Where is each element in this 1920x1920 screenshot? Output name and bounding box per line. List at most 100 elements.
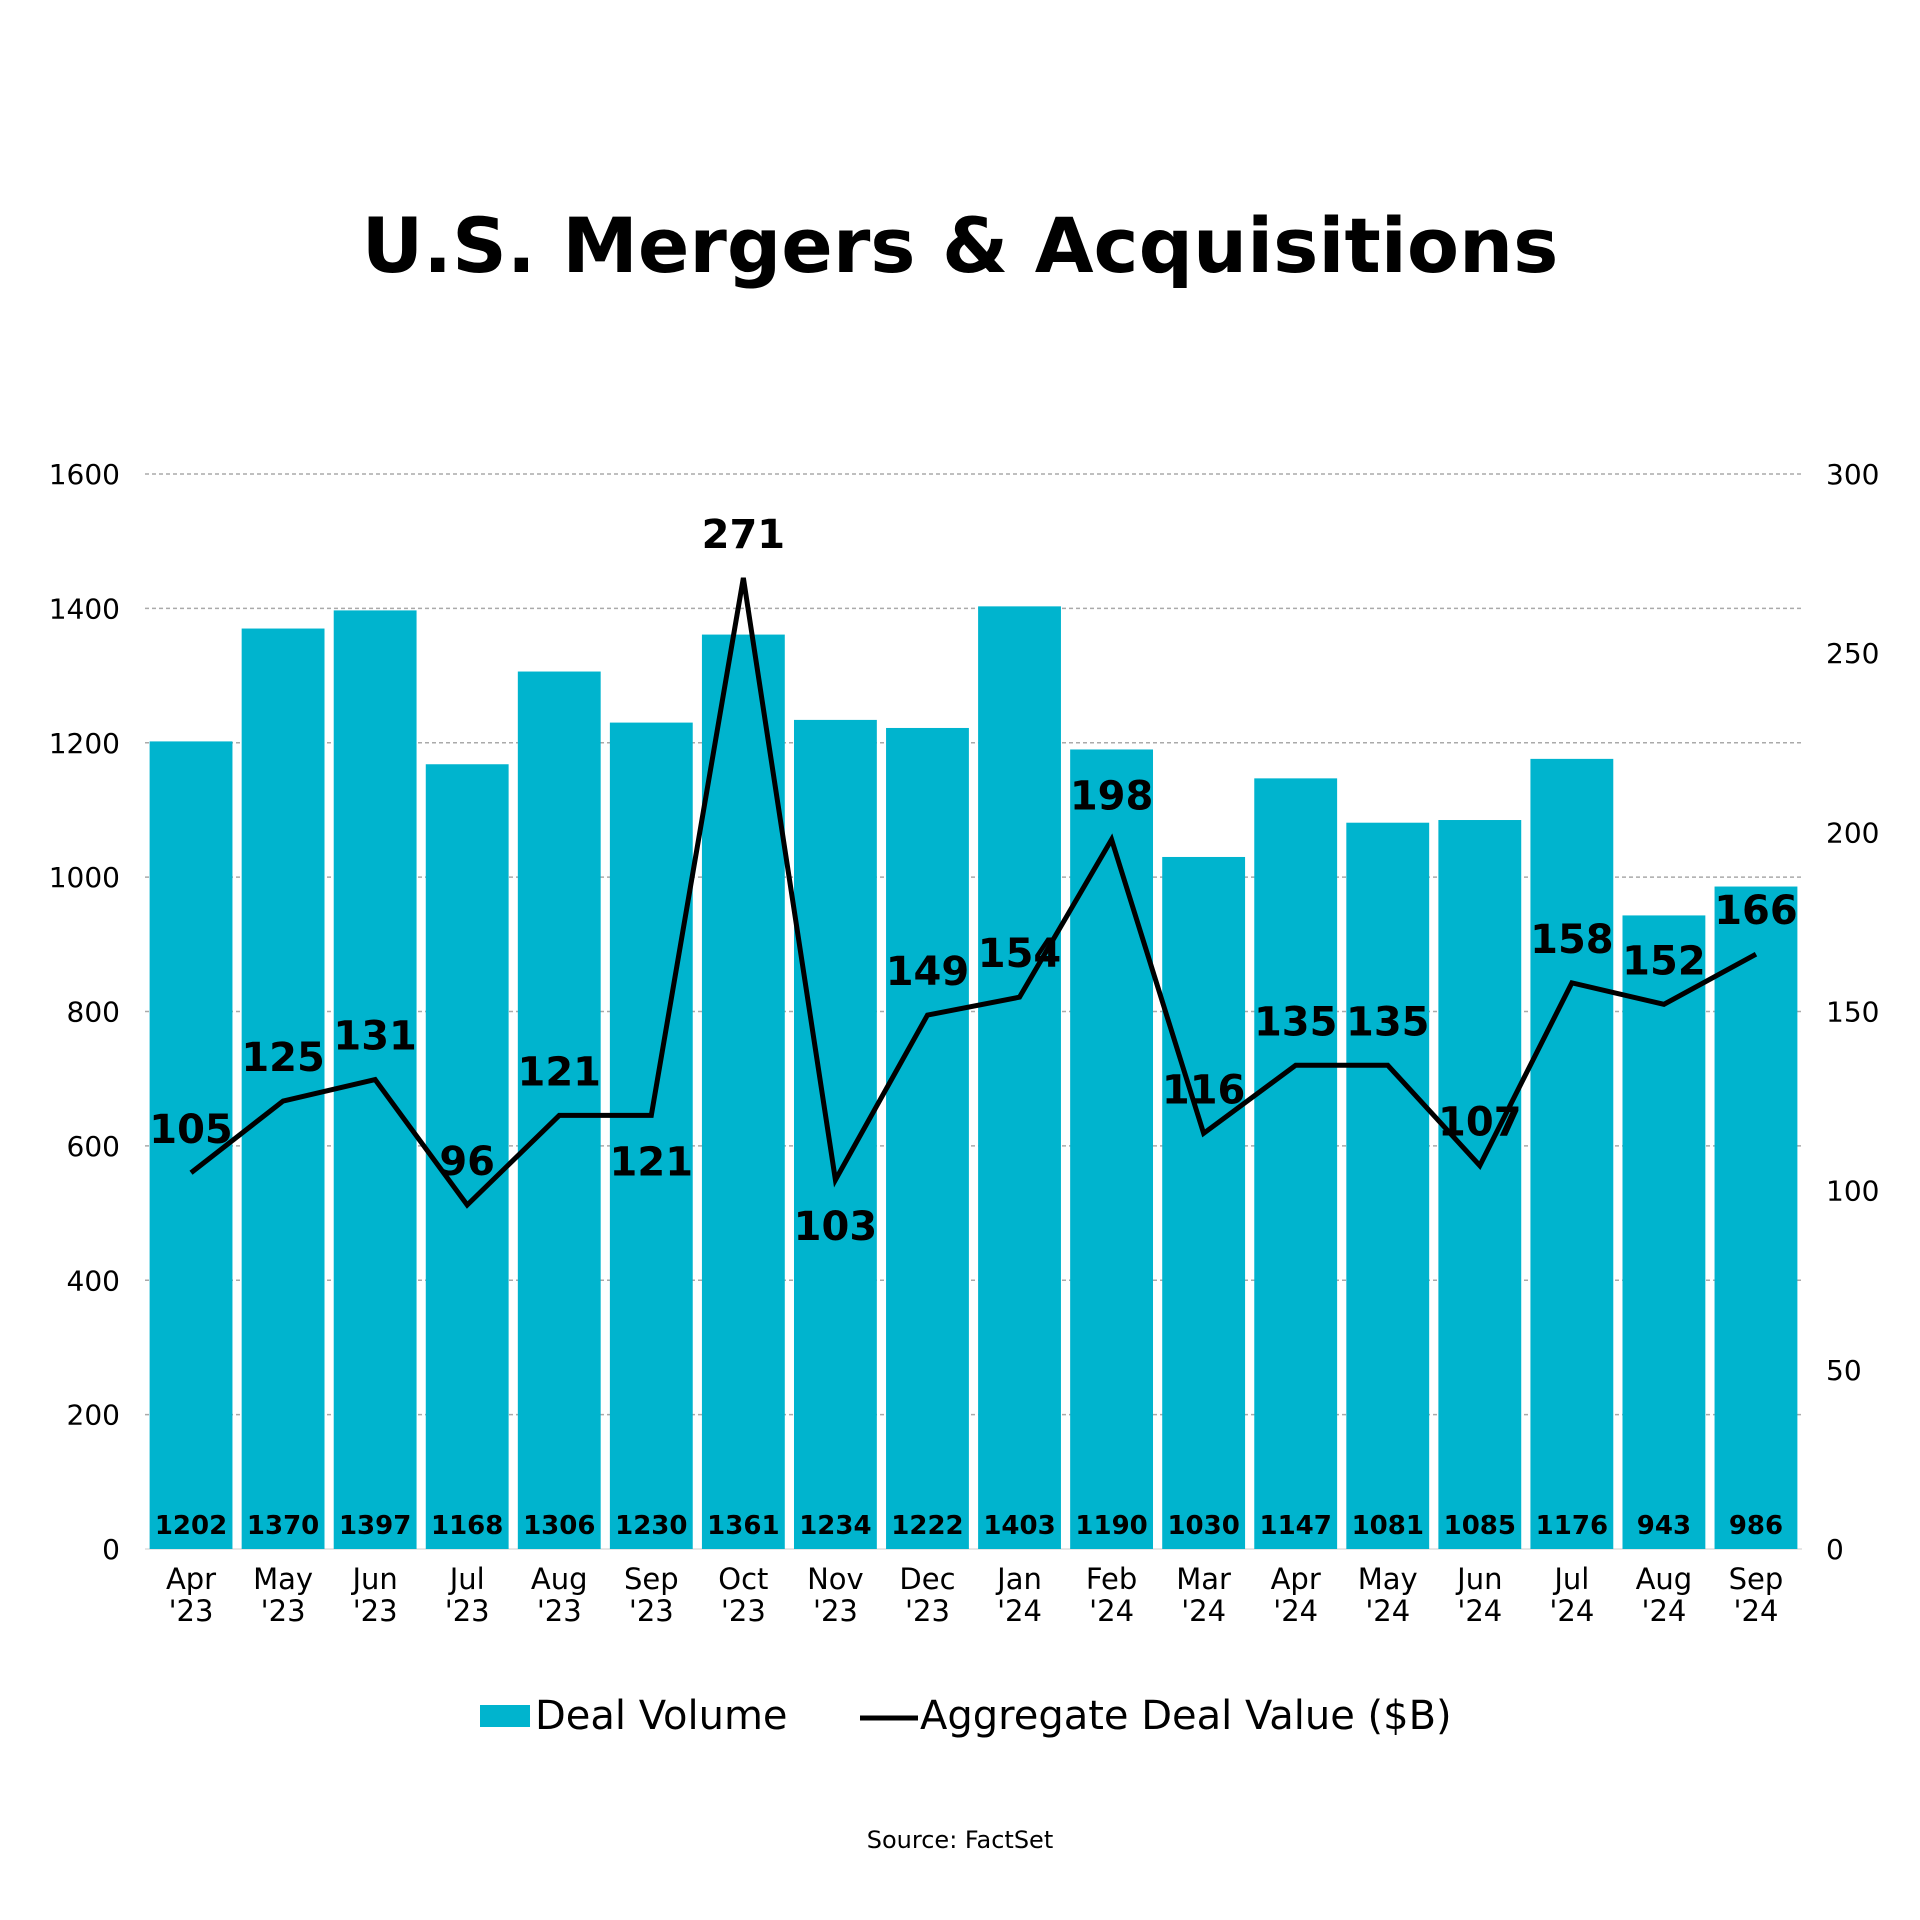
bar	[793, 719, 877, 1549]
line-value-label: 116	[1162, 1067, 1246, 1113]
line-value-label: 125	[241, 1035, 325, 1081]
line-value-label: 105	[149, 1107, 233, 1153]
bar-value-label: 1030	[1167, 1511, 1239, 1541]
line-value-label: 131	[333, 1014, 417, 1060]
x-tick-year: '23	[261, 1594, 306, 1628]
bar	[978, 606, 1061, 1549]
right-axis-tick: 100	[1826, 1175, 1879, 1208]
x-tick-month: Jun	[1455, 1562, 1502, 1596]
x-tick-year: '23	[721, 1594, 766, 1628]
x-tick-year: '24	[1089, 1594, 1134, 1628]
right-axis-tick: 250	[1826, 637, 1879, 670]
bar-value-label: 1234	[799, 1511, 871, 1541]
chart-title: U.S. Mergers & Acquisitions	[362, 201, 1559, 290]
x-tick-month: May	[253, 1562, 313, 1596]
bar	[241, 628, 325, 1549]
bar-value-label: 1370	[247, 1511, 319, 1541]
bar-value-label: 1202	[155, 1511, 227, 1541]
line-value-label: 152	[1622, 938, 1706, 984]
x-tick-year: '24	[1734, 1594, 1779, 1628]
left-axis-tick: 600	[67, 1130, 120, 1163]
x-tick-year: '23	[445, 1594, 490, 1628]
bar	[1622, 915, 1706, 1549]
left-axis-tick: 0	[102, 1533, 120, 1566]
bar	[1438, 820, 1522, 1549]
bar-value-label: 1168	[431, 1511, 503, 1541]
x-tick-year: '23	[629, 1594, 674, 1628]
left-axis-tick: 200	[67, 1399, 120, 1432]
x-tick-month: Dec	[899, 1562, 955, 1596]
x-tick-month: Oct	[718, 1562, 768, 1596]
bar	[609, 722, 693, 1549]
line-value-label: 166	[1714, 888, 1798, 934]
line-value-label: 96	[439, 1139, 495, 1185]
left-axis-tick: 400	[67, 1264, 120, 1297]
bar-value-label: 1397	[339, 1511, 411, 1541]
line-value-label: 103	[794, 1204, 878, 1250]
x-tick-year: '24	[1457, 1594, 1502, 1628]
right-axis-tick: 50	[1826, 1354, 1862, 1387]
bar-value-label: 1190	[1075, 1511, 1147, 1541]
x-tick-year: '24	[1549, 1594, 1594, 1628]
x-tick-month: Sep	[1729, 1562, 1784, 1596]
x-tick-month: Jul	[448, 1562, 485, 1596]
x-tick-month: Sep	[624, 1562, 679, 1596]
value-line	[189, 577, 1758, 1209]
legend-label-deal-value: Aggregate Deal Value ($B)	[920, 1693, 1452, 1739]
left-axis-tick: 1200	[49, 727, 120, 760]
left-axis-tick: 1000	[49, 861, 120, 894]
line-value-label: 149	[886, 949, 970, 995]
x-tick-month: Jun	[350, 1562, 397, 1596]
bar-value-label: 1147	[1260, 1511, 1332, 1541]
bar-value-label: 1230	[615, 1511, 687, 1541]
x-tick-month: Jul	[1552, 1562, 1589, 1596]
x-tick-month: May	[1358, 1562, 1418, 1596]
bar-value-label: 986	[1729, 1511, 1783, 1541]
x-tick-year: '24	[1181, 1594, 1226, 1628]
right-axis-tick: 0	[1826, 1533, 1844, 1566]
line-value-label: 198	[1070, 774, 1154, 820]
bar	[886, 727, 969, 1549]
bar	[149, 741, 233, 1549]
right-axis-tick: 150	[1826, 996, 1879, 1029]
x-tick-month: Aug	[1636, 1562, 1693, 1596]
bar	[1714, 886, 1798, 1549]
line-value-label: 158	[1530, 917, 1614, 963]
bar	[517, 671, 601, 1549]
right-axis-tick: 200	[1826, 816, 1879, 849]
line-value-label: 121	[518, 1049, 602, 1095]
x-tick-year: '23	[813, 1594, 858, 1628]
x-tick-year: '23	[169, 1594, 214, 1628]
line-value-label: 107	[1438, 1100, 1522, 1146]
x-tick-year: '23	[905, 1594, 950, 1628]
bar-value-label: 1306	[523, 1511, 595, 1541]
line-value-label: 154	[978, 931, 1062, 977]
bar	[1070, 749, 1154, 1549]
line-value-label: 271	[702, 512, 786, 558]
x-tick-month: Jan	[995, 1562, 1042, 1596]
bar	[1346, 822, 1430, 1549]
line-value-label: 135	[1346, 999, 1430, 1045]
legend-swatch-deal-volume	[480, 1705, 530, 1727]
bar-value-label: 1361	[707, 1511, 779, 1541]
source-note: Source: FactSet	[867, 1826, 1053, 1854]
line-value-label: 135	[1254, 999, 1338, 1045]
line-value-label: 121	[610, 1139, 694, 1185]
bar	[701, 634, 785, 1549]
left-axis-tick: 1600	[49, 458, 120, 491]
bar-value-label: 943	[1637, 1511, 1691, 1541]
bar-value-label: 1403	[983, 1511, 1055, 1541]
bar	[425, 764, 509, 1549]
x-tick-year: '24	[1365, 1594, 1410, 1628]
bar-value-label: 1222	[891, 1511, 963, 1541]
bar	[1162, 856, 1246, 1549]
bar-value-label: 1081	[1352, 1511, 1424, 1541]
x-tick-year: '23	[353, 1594, 398, 1628]
bar-value-label: 1085	[1444, 1511, 1516, 1541]
x-tick-year: '24	[1641, 1594, 1686, 1628]
x-tick-year: '23	[537, 1594, 582, 1628]
x-tick-year: '24	[997, 1594, 1042, 1628]
bar	[1254, 778, 1338, 1549]
left-axis-tick: 1400	[49, 592, 120, 625]
